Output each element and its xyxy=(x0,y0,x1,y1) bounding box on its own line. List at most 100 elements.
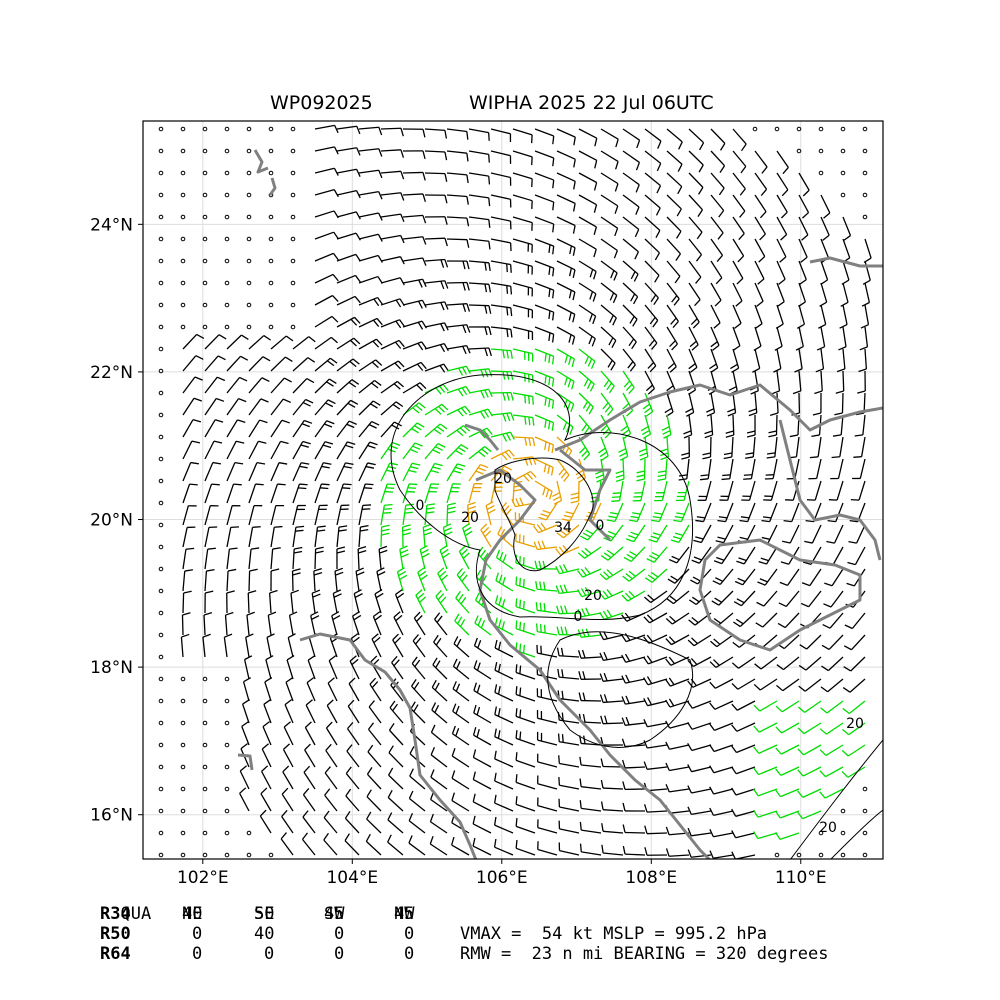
wind-barb xyxy=(380,441,401,460)
wind-barb xyxy=(515,664,536,680)
wind-barb xyxy=(687,785,712,794)
wind-barb xyxy=(353,589,363,614)
wind-barb xyxy=(748,392,758,417)
wind-barb xyxy=(815,348,825,373)
wind-barb xyxy=(424,194,448,204)
wind-barb xyxy=(226,526,240,548)
wind-barb xyxy=(515,620,536,636)
wind-barb xyxy=(265,655,274,680)
wind-barb xyxy=(820,194,831,219)
calm-marker xyxy=(862,192,868,198)
wind-barb xyxy=(827,502,844,523)
wind-barb xyxy=(472,815,492,834)
wind-barb xyxy=(468,216,491,228)
wind-barb xyxy=(622,845,646,856)
coastline-guangxi xyxy=(559,448,612,542)
wind-barb xyxy=(424,363,449,373)
wind-barb xyxy=(733,590,756,607)
wind-barb xyxy=(515,708,536,724)
wind-barb xyxy=(556,605,580,615)
wind-barb xyxy=(454,613,470,636)
wind-barb xyxy=(643,761,668,770)
wind-barb xyxy=(622,282,639,305)
wind-barb xyxy=(773,348,782,373)
calm-marker xyxy=(246,258,252,264)
wind-barb xyxy=(665,677,690,687)
calm-marker xyxy=(202,742,208,748)
calm-marker xyxy=(818,148,824,154)
radii-value: 0 xyxy=(264,944,275,964)
wind-barb xyxy=(798,282,807,307)
wind-barb xyxy=(512,414,535,426)
contour-label: 20 xyxy=(461,510,479,526)
calm-marker xyxy=(224,214,230,220)
wind-barb xyxy=(665,612,690,625)
wind-barb xyxy=(625,524,646,543)
wind-barb xyxy=(327,677,338,702)
wind-barb xyxy=(638,436,649,461)
wind-barb xyxy=(776,238,787,263)
calm-marker xyxy=(290,236,296,242)
calm-marker xyxy=(290,126,296,132)
wind-barb xyxy=(203,612,213,636)
wind-barb xyxy=(556,626,580,636)
calm-marker xyxy=(224,852,230,858)
wind-barb xyxy=(204,526,218,548)
calm-marker xyxy=(202,170,208,176)
wind-barb xyxy=(424,483,440,504)
calm-marker xyxy=(202,192,208,198)
wind-barb xyxy=(226,483,242,504)
wind-barb xyxy=(412,634,426,658)
wind-barb xyxy=(578,216,598,236)
wind-barb xyxy=(512,392,534,405)
wind-barb xyxy=(204,334,227,350)
wind-barb xyxy=(621,716,646,726)
wind-barb xyxy=(797,788,822,798)
wind-barb xyxy=(779,568,800,586)
wind-barb xyxy=(752,348,761,373)
wind-barb xyxy=(717,502,734,523)
wind-barb xyxy=(599,568,624,581)
wind-barb xyxy=(512,172,533,188)
coastline-lake-north-2 xyxy=(268,177,277,196)
wind-barb xyxy=(451,792,470,812)
wind-barb xyxy=(606,502,624,522)
wind-barb xyxy=(311,589,321,614)
wind-barb xyxy=(431,702,448,724)
wind-barb xyxy=(494,750,514,768)
wind-barb xyxy=(446,150,469,162)
wind-barb xyxy=(358,359,383,372)
contour-label: 20 xyxy=(846,716,864,732)
wind-barb xyxy=(797,810,822,820)
wind-barb xyxy=(570,480,580,504)
wind-barb xyxy=(842,216,852,241)
wind-barb xyxy=(472,749,492,768)
calm-marker xyxy=(202,830,208,836)
wind-barb xyxy=(389,700,404,724)
wind-barb xyxy=(490,172,512,186)
wind-barb xyxy=(182,590,192,614)
wind-barb xyxy=(380,256,405,265)
wind-barb xyxy=(387,789,404,812)
wind-barb xyxy=(345,788,360,812)
summary-vmax-mslp: VMAX = 54 kt MSLP = 995.2 hPa xyxy=(460,924,768,944)
wind-barb xyxy=(798,260,807,285)
wind-barb xyxy=(709,744,734,753)
wind-barb xyxy=(831,436,844,459)
calm-marker xyxy=(862,852,868,858)
wind-barb xyxy=(775,788,800,798)
calm-marker xyxy=(158,742,164,748)
wind-barb xyxy=(644,348,657,373)
wind-barb xyxy=(314,399,336,416)
wind-barb xyxy=(534,282,555,299)
calm-marker xyxy=(224,280,230,286)
wind-barb xyxy=(473,704,492,724)
wind-barb xyxy=(732,282,743,307)
wind-barb xyxy=(753,744,778,754)
wind-barb xyxy=(695,502,712,523)
wind-barb xyxy=(378,545,388,570)
wind-barb xyxy=(324,766,338,790)
wind-barb xyxy=(424,443,446,460)
wind-barb xyxy=(314,315,339,328)
